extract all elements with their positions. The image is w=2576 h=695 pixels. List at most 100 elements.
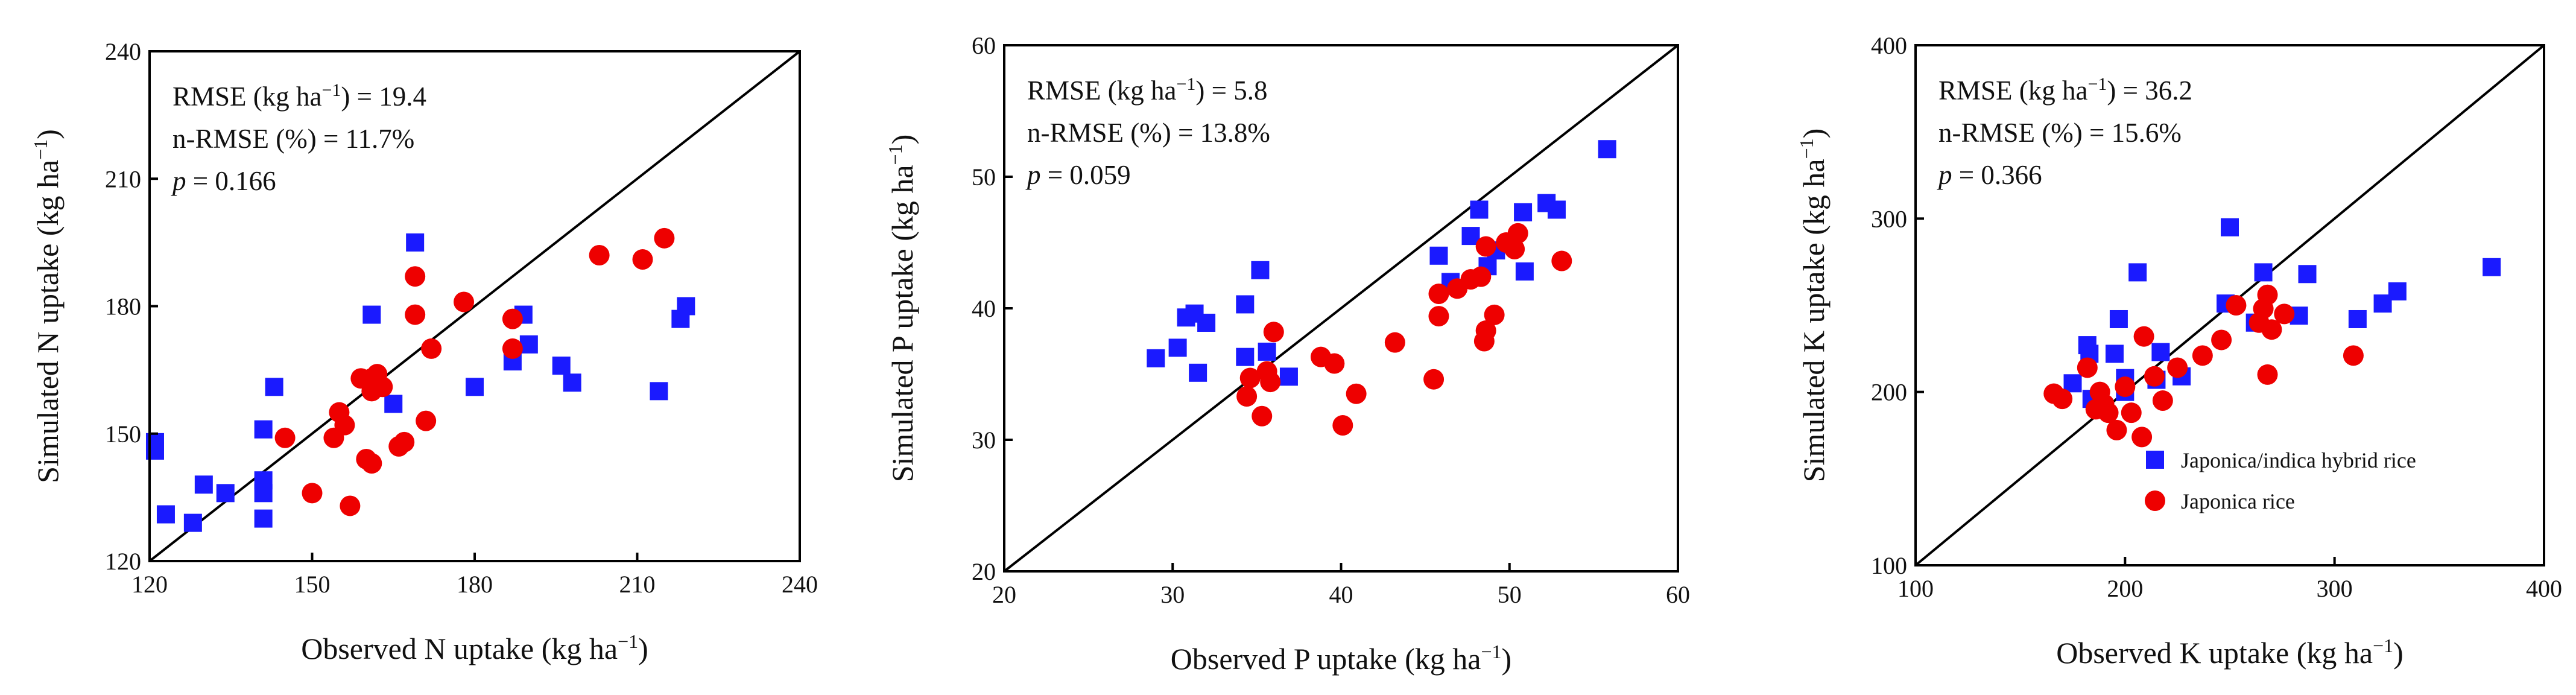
hybrid-rice-point — [1429, 246, 1448, 265]
y-tick-label: 120 — [105, 548, 141, 575]
hybrid-rice-point — [1547, 200, 1566, 219]
x-tick-label: 210 — [619, 571, 656, 598]
japonica-rice-point — [2274, 303, 2295, 325]
hybrid-rice-point — [1470, 200, 1489, 219]
panel-n-uptake: 120 150 180 210 240 120 150 180 210 240 Observed N… — [30, 38, 818, 665]
hybrid-rice-point — [362, 305, 381, 324]
legend-label: Japonica rice — [2181, 489, 2295, 513]
japonica-rice-point — [654, 227, 675, 249]
x-tick-label: 180 — [457, 571, 493, 598]
hybrid-rice-point — [466, 378, 484, 396]
y-tick-label: 100 — [1871, 552, 1907, 579]
panel-p-uptake: 20 30 40 50 60 20 30 40 50 60 Observed P uptake (k… — [884, 32, 1690, 676]
x-tick-label: 200 — [2107, 575, 2143, 602]
japonica-rice-point — [1470, 266, 1492, 287]
p-value-stat: p = 0.059 — [1025, 160, 1131, 190]
hybrid-rice-point — [650, 382, 668, 401]
hybrid-rice-point — [1279, 367, 1298, 386]
x-tick-label: 50 — [1498, 581, 1522, 608]
japonica-rice-point — [1507, 223, 1528, 244]
japonica-rice-point — [1423, 369, 1445, 390]
hybrid-rice-point — [183, 513, 202, 532]
japonica-rice-point — [2167, 357, 2188, 378]
y-tick-label: 210 — [105, 165, 141, 192]
hybrid-rice-point — [1168, 338, 1187, 357]
japonica-rice-point — [2052, 389, 2073, 410]
hybrid-rice-point — [2128, 263, 2147, 282]
x-tick-label: 150 — [294, 571, 331, 598]
hybrid-rice-point — [1236, 295, 1255, 314]
y-tick-label: 180 — [105, 293, 141, 320]
hybrid-rice-point — [519, 335, 538, 354]
hybrid-rice-point — [216, 484, 235, 503]
y-tick-label: 60 — [972, 32, 996, 59]
japonica-rice-point — [1475, 236, 1496, 257]
japonica-rice-point — [421, 338, 442, 359]
hybrid-rice-point — [2109, 309, 2128, 328]
y-tick-label: 240 — [105, 38, 141, 65]
nrmse-stat: n-RMSE (%) = 13.8% — [1027, 118, 1270, 148]
y-tick-label: 40 — [972, 295, 996, 322]
japonica-rice-point — [2115, 376, 2136, 398]
hybrid-rice-point — [384, 395, 403, 413]
y-axis-title: Simulated P uptake (kg ha−1) — [884, 135, 919, 483]
y-tick-label: 50 — [972, 163, 996, 191]
japonica-rice-point — [2343, 345, 2364, 366]
y-axis-title: Simulated N uptake (kg ha−1) — [30, 129, 65, 483]
japonica-rice-point — [2131, 427, 2153, 448]
japonica-rice-point — [416, 410, 437, 431]
japonica-rice-point — [632, 249, 653, 270]
japonica-rice-point — [1551, 250, 1572, 271]
japonica-rice-point — [1263, 322, 1284, 343]
hybrid-rice-point — [254, 484, 273, 503]
x-tick-label: 400 — [2526, 575, 2562, 602]
x-tick-label: 240 — [782, 571, 818, 598]
y-tick-label: 200 — [1871, 379, 1907, 406]
japonica-rice-point — [2098, 402, 2119, 424]
p-value-stat: p = 0.166 — [171, 166, 276, 196]
japonica-rice-point — [405, 304, 426, 325]
japonica-rice-point — [2257, 284, 2278, 305]
p-value-stat: p = 0.366 — [1937, 160, 2042, 190]
rmse-stat: RMSE (kg ha−1) = 36.2 — [1938, 74, 2192, 106]
legend-label: Japonica/indica hybrid rice — [2181, 448, 2416, 472]
japonica-rice-point — [2261, 319, 2282, 340]
y-axis-title: Simulated K uptake (kg ha−1) — [1796, 129, 1831, 483]
hybrid-rice-point — [563, 373, 581, 392]
japonica-rice-point — [2211, 329, 2232, 351]
japonica-rice-point — [274, 427, 296, 448]
rmse-stat: RMSE (kg ha−1) = 5.8 — [1027, 74, 1268, 106]
japonica-rice-point — [2192, 345, 2213, 366]
y-tick-label: 300 — [1871, 205, 1907, 232]
x-tick-label: 40 — [1329, 581, 1353, 608]
japonica-rice-point — [1236, 386, 1258, 407]
hybrid-rice-point — [1515, 262, 1534, 281]
hybrid-rice-point — [1147, 349, 1165, 367]
hybrid-rice-point — [406, 233, 425, 252]
hybrid-rice-point — [1598, 140, 1616, 159]
hybrid-rice-point — [2348, 309, 2367, 328]
japonica-rice-point — [2152, 390, 2173, 411]
y-tick-label: 30 — [972, 427, 996, 454]
japonica-rice-point — [1332, 415, 1353, 436]
hybrid-rice-point — [1189, 363, 1207, 382]
japonica-rice-point — [502, 308, 523, 329]
japonica-rice-point — [2106, 419, 2127, 440]
hybrid-rice-point — [2388, 282, 2407, 301]
japonica-rice-point — [2133, 326, 2154, 347]
x-axis-title: Observed N uptake (kg ha−1) — [301, 630, 648, 665]
y-tick-label: 20 — [972, 558, 996, 585]
hybrid-rice-point — [2151, 343, 2170, 361]
hybrid-rice-point — [2254, 263, 2273, 282]
hybrid-rice-point — [254, 509, 273, 528]
japonica-rice-point — [1346, 383, 1367, 404]
japonica-rice-point — [1252, 405, 1273, 427]
x-tick-label: 20 — [992, 581, 1016, 608]
hybrid-rice-point — [194, 475, 213, 494]
japonica-rice-point — [340, 495, 361, 516]
x-axis-title: Observed P uptake (kg ha−1) — [1171, 641, 1511, 676]
japonica-rice-point — [2121, 402, 2142, 424]
panel-k-uptake: 100 200 300 400 100 200 300 400 Observed K uptak… — [1796, 32, 2562, 670]
hybrid-rice-point — [156, 505, 175, 524]
hybrid-rice-point — [2221, 218, 2239, 236]
